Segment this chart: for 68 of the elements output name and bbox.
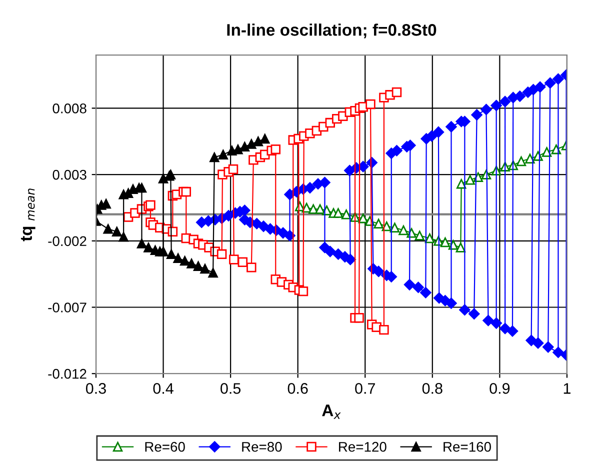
legend-label: Re=120 (339, 442, 386, 452)
point (516, 156, 526, 166)
point (341, 209, 352, 220)
point (186, 258, 196, 268)
y-tick-label: -0.007 (48, 302, 86, 312)
y-tick-label: 0.008 (52, 104, 86, 114)
point (374, 218, 384, 229)
point (253, 136, 264, 146)
point (240, 142, 250, 152)
point (390, 222, 400, 232)
point (180, 256, 190, 266)
point (238, 257, 248, 267)
point (354, 313, 364, 323)
x-tick-label: 0.6 (288, 383, 308, 394)
point (218, 150, 228, 160)
legend-label: Re=80 (242, 442, 282, 452)
point (103, 224, 113, 234)
point (414, 230, 424, 240)
x-tick-label: 0.8 (422, 383, 442, 394)
legend-label: Re=60 (145, 442, 185, 452)
point (270, 144, 280, 154)
point (424, 233, 435, 244)
point (158, 246, 168, 256)
point (379, 324, 389, 335)
point (465, 174, 475, 185)
point (158, 174, 168, 184)
legend-label: Re=160 (444, 442, 491, 452)
point (229, 254, 239, 264)
point (456, 242, 466, 252)
point (136, 182, 147, 193)
point (246, 262, 256, 272)
point (136, 238, 147, 248)
point (216, 249, 227, 260)
point (298, 286, 308, 296)
point (542, 147, 552, 157)
point (392, 87, 402, 98)
point (166, 249, 176, 260)
point (366, 99, 376, 110)
point (333, 208, 344, 218)
y-tick-label: -0.012 (48, 368, 86, 379)
point (173, 253, 183, 264)
x-tick-label: 0.9 (490, 383, 510, 394)
point (210, 152, 220, 162)
point (181, 186, 192, 197)
x-tick-label: 0.5 (220, 383, 241, 394)
point (260, 134, 270, 144)
chart-title: In-line oscillation; f=0.8St0 (227, 24, 436, 38)
x-tick-label: 0.3 (86, 383, 106, 394)
x-tick-label: 1 (564, 383, 570, 394)
point (308, 204, 318, 214)
point (315, 204, 325, 214)
point (208, 268, 218, 278)
x-axis-title: A$_{x}$ (322, 404, 341, 419)
y-tick-label: -0.002 (48, 236, 86, 246)
y-axis-title: tq $_{mean}$ (20, 188, 36, 242)
y-tick-label: 0.003 (52, 170, 86, 180)
x-tick-label: 0.7 (355, 383, 375, 394)
point (440, 237, 450, 248)
point (246, 139, 256, 149)
point (118, 232, 128, 242)
point (112, 226, 122, 236)
point (233, 144, 243, 154)
point (200, 264, 210, 274)
point (398, 225, 408, 236)
point (144, 242, 154, 252)
point (228, 164, 238, 174)
x-tick-label: 0.4 (153, 383, 174, 394)
point (193, 261, 204, 271)
